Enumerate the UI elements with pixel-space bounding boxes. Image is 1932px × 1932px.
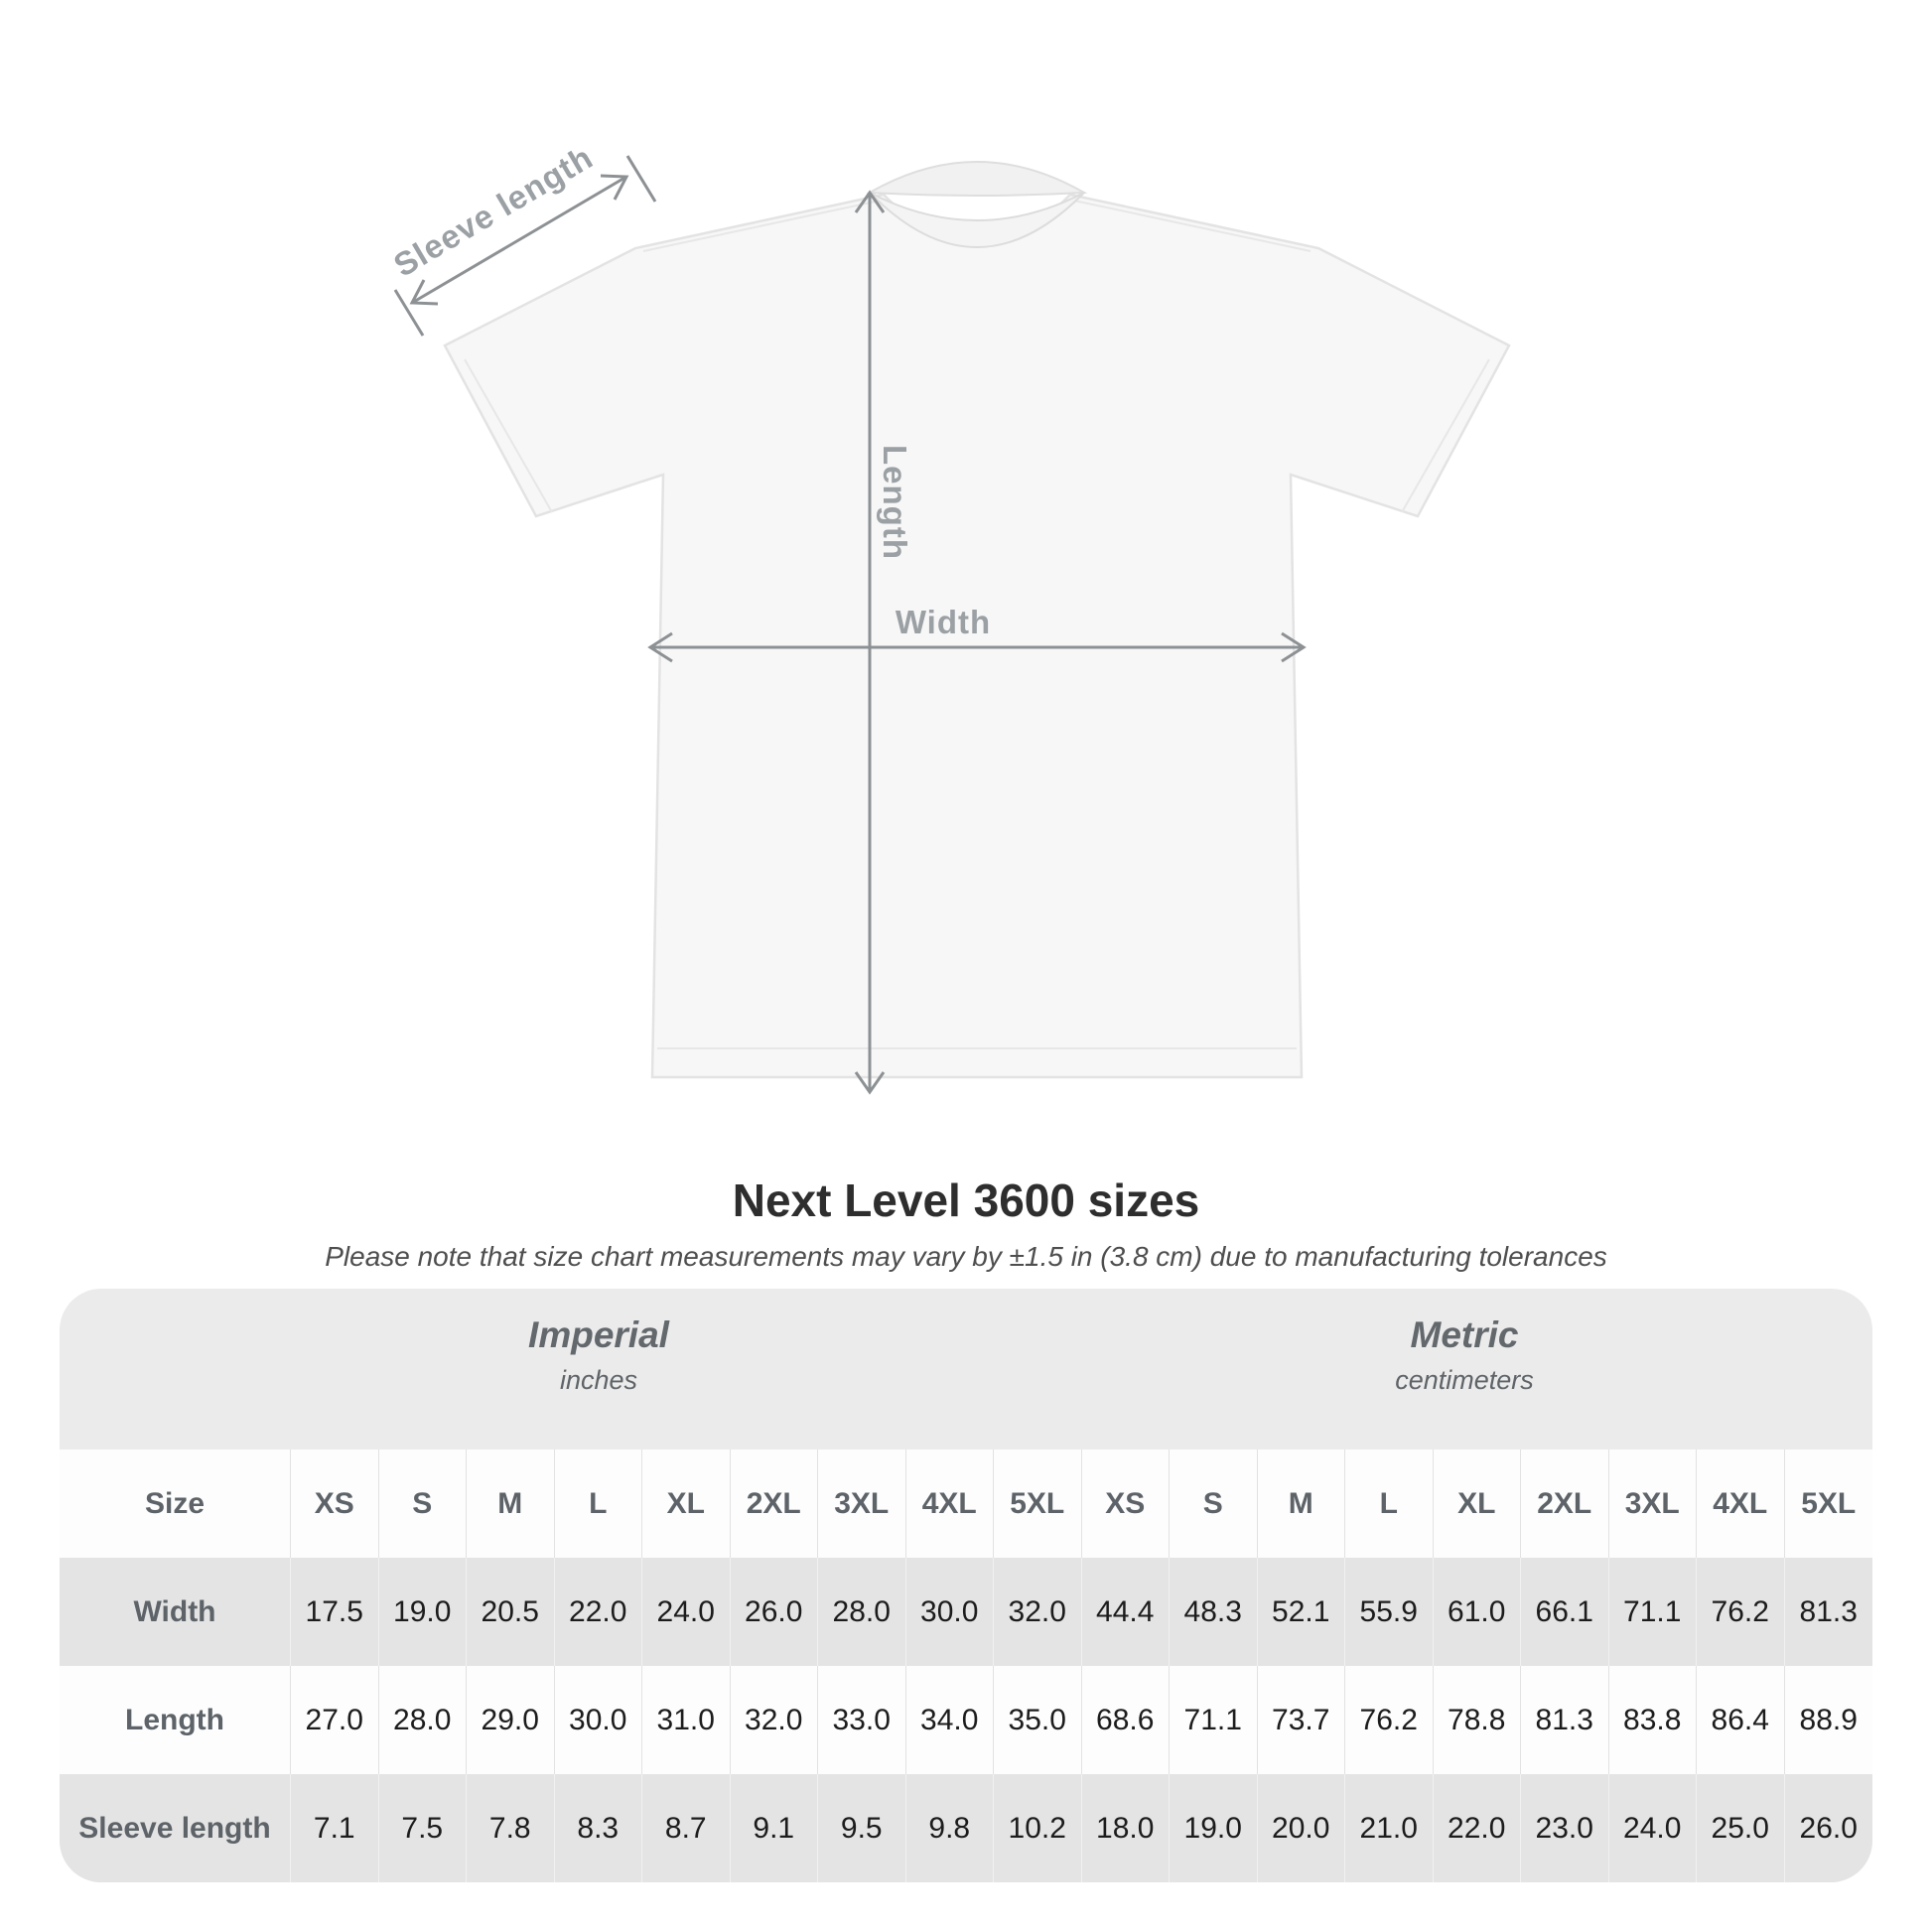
table-cell: 33.0 [818, 1666, 906, 1774]
col-header-metric-l: L [1345, 1449, 1434, 1558]
table-cell: 73.7 [1257, 1666, 1345, 1774]
row-label-width: Width [60, 1558, 291, 1666]
tshirt-collar [869, 192, 1085, 248]
table-cell: 29.0 [467, 1666, 555, 1774]
table-cell: 76.2 [1697, 1558, 1785, 1666]
table-cell: 22.0 [1433, 1774, 1521, 1882]
col-header-imperial-xl: XL [642, 1449, 731, 1558]
col-header-metric-xs: XS [1081, 1449, 1170, 1558]
table-cell: 9.5 [818, 1774, 906, 1882]
col-header-metric-m: M [1257, 1449, 1345, 1558]
sleeve-length-arrow [393, 155, 657, 337]
table-cell: 25.0 [1697, 1774, 1785, 1882]
table-cell: 9.8 [905, 1774, 994, 1882]
imperial-unit: inches [559, 1365, 638, 1395]
table-cell: 24.0 [642, 1558, 731, 1666]
table-cell: 9.1 [730, 1774, 818, 1882]
col-header-metric-5xl: 5XL [1784, 1449, 1872, 1558]
size-table: Size XS S M L XL 2XL 3XL 4XL 5XL XS S M … [60, 1449, 1872, 1882]
table-cell: 66.1 [1521, 1558, 1609, 1666]
table-cell: 18.0 [1081, 1774, 1170, 1882]
col-header-imperial-5xl: 5XL [994, 1449, 1082, 1558]
width-arrow [647, 631, 1307, 663]
col-header-imperial-3xl: 3XL [818, 1449, 906, 1558]
table-cell: 7.1 [291, 1774, 379, 1882]
table-cell: 71.1 [1608, 1558, 1697, 1666]
table-cell: 76.2 [1345, 1666, 1434, 1774]
table-cell: 83.8 [1608, 1666, 1697, 1774]
table-cell: 30.0 [554, 1666, 642, 1774]
col-header-imperial-s: S [378, 1449, 467, 1558]
table-cell: 28.0 [818, 1558, 906, 1666]
page-title: Next Level 3600 sizes [732, 1174, 1200, 1226]
size-table-panel: Imperial inches Metric centimeters Size … [60, 1289, 1872, 1882]
col-header-imperial-2xl: 2XL [730, 1449, 818, 1558]
table-cell: 32.0 [994, 1558, 1082, 1666]
table-cell: 21.0 [1345, 1774, 1434, 1882]
table-cell: 52.1 [1257, 1558, 1345, 1666]
table-cell: 19.0 [378, 1558, 467, 1666]
table-cell: 26.0 [1784, 1774, 1872, 1882]
tshirt-illustration [393, 155, 1511, 1095]
table-cell: 71.1 [1170, 1666, 1258, 1774]
metric-group-header: Metric centimeters [1395, 1314, 1534, 1396]
imperial-group-header: Imperial inches [528, 1314, 669, 1396]
table-cell: 10.2 [994, 1774, 1082, 1882]
table-cell: 81.3 [1521, 1666, 1609, 1774]
table-cell: 17.5 [291, 1558, 379, 1666]
tolerance-note: Please note that size chart measurements… [325, 1241, 1607, 1272]
tshirt-back-collar [866, 161, 1088, 197]
table-cell: 55.9 [1345, 1558, 1434, 1666]
table-cell: 86.4 [1697, 1666, 1785, 1774]
length-arrow [854, 190, 886, 1095]
table-cell: 44.4 [1081, 1558, 1170, 1666]
table-cell: 61.0 [1433, 1558, 1521, 1666]
table-cell: 81.3 [1784, 1558, 1872, 1666]
table-cell: 26.0 [730, 1558, 818, 1666]
table-cell: 19.0 [1170, 1774, 1258, 1882]
table-cell: 8.7 [642, 1774, 731, 1882]
col-header-imperial-xs: XS [291, 1449, 379, 1558]
table-cell: 48.3 [1170, 1558, 1258, 1666]
col-header-metric-4xl: 4XL [1697, 1449, 1785, 1558]
table-cell: 20.0 [1257, 1774, 1345, 1882]
col-header-imperial-4xl: 4XL [905, 1449, 994, 1558]
table-cell: 32.0 [730, 1666, 818, 1774]
table-cell: 20.5 [467, 1558, 555, 1666]
unit-group-headers: Imperial inches Metric centimeters [60, 1289, 1872, 1449]
table-cell: 27.0 [291, 1666, 379, 1774]
table-cell: 28.0 [378, 1666, 467, 1774]
row-label-length: Length [60, 1666, 291, 1774]
imperial-title: Imperial [528, 1314, 669, 1355]
table-cell: 8.3 [554, 1774, 642, 1882]
table-cell: 30.0 [905, 1558, 994, 1666]
metric-unit: centimeters [1395, 1365, 1534, 1395]
length-label: Length [877, 445, 913, 560]
width-label: Width [895, 604, 992, 640]
table-cell: 31.0 [642, 1666, 731, 1774]
col-header-metric-2xl: 2XL [1521, 1449, 1609, 1558]
col-header-metric-xl: XL [1433, 1449, 1521, 1558]
table-cell: 24.0 [1608, 1774, 1697, 1882]
table-cell: 22.0 [554, 1558, 642, 1666]
table-cell: 34.0 [905, 1666, 994, 1774]
table-cell: 23.0 [1521, 1774, 1609, 1882]
metric-title: Metric [1410, 1314, 1519, 1355]
row-label-sleeve-length: Sleeve length [60, 1774, 291, 1882]
table-cell: 88.9 [1784, 1666, 1872, 1774]
table-cell: 68.6 [1081, 1666, 1170, 1774]
table-cell: 35.0 [994, 1666, 1082, 1774]
table-cell: 7.8 [467, 1774, 555, 1882]
table-cell: 7.5 [378, 1774, 467, 1882]
tshirt-seams [464, 200, 1490, 1049]
table-cell: 78.8 [1433, 1666, 1521, 1774]
col-header-size: Size [60, 1449, 291, 1558]
col-header-metric-3xl: 3XL [1608, 1449, 1697, 1558]
col-header-imperial-l: L [554, 1449, 642, 1558]
col-header-metric-s: S [1170, 1449, 1258, 1558]
tshirt-diagram: Sleeve length Length Width [387, 138, 1511, 1095]
col-header-imperial-m: M [467, 1449, 555, 1558]
